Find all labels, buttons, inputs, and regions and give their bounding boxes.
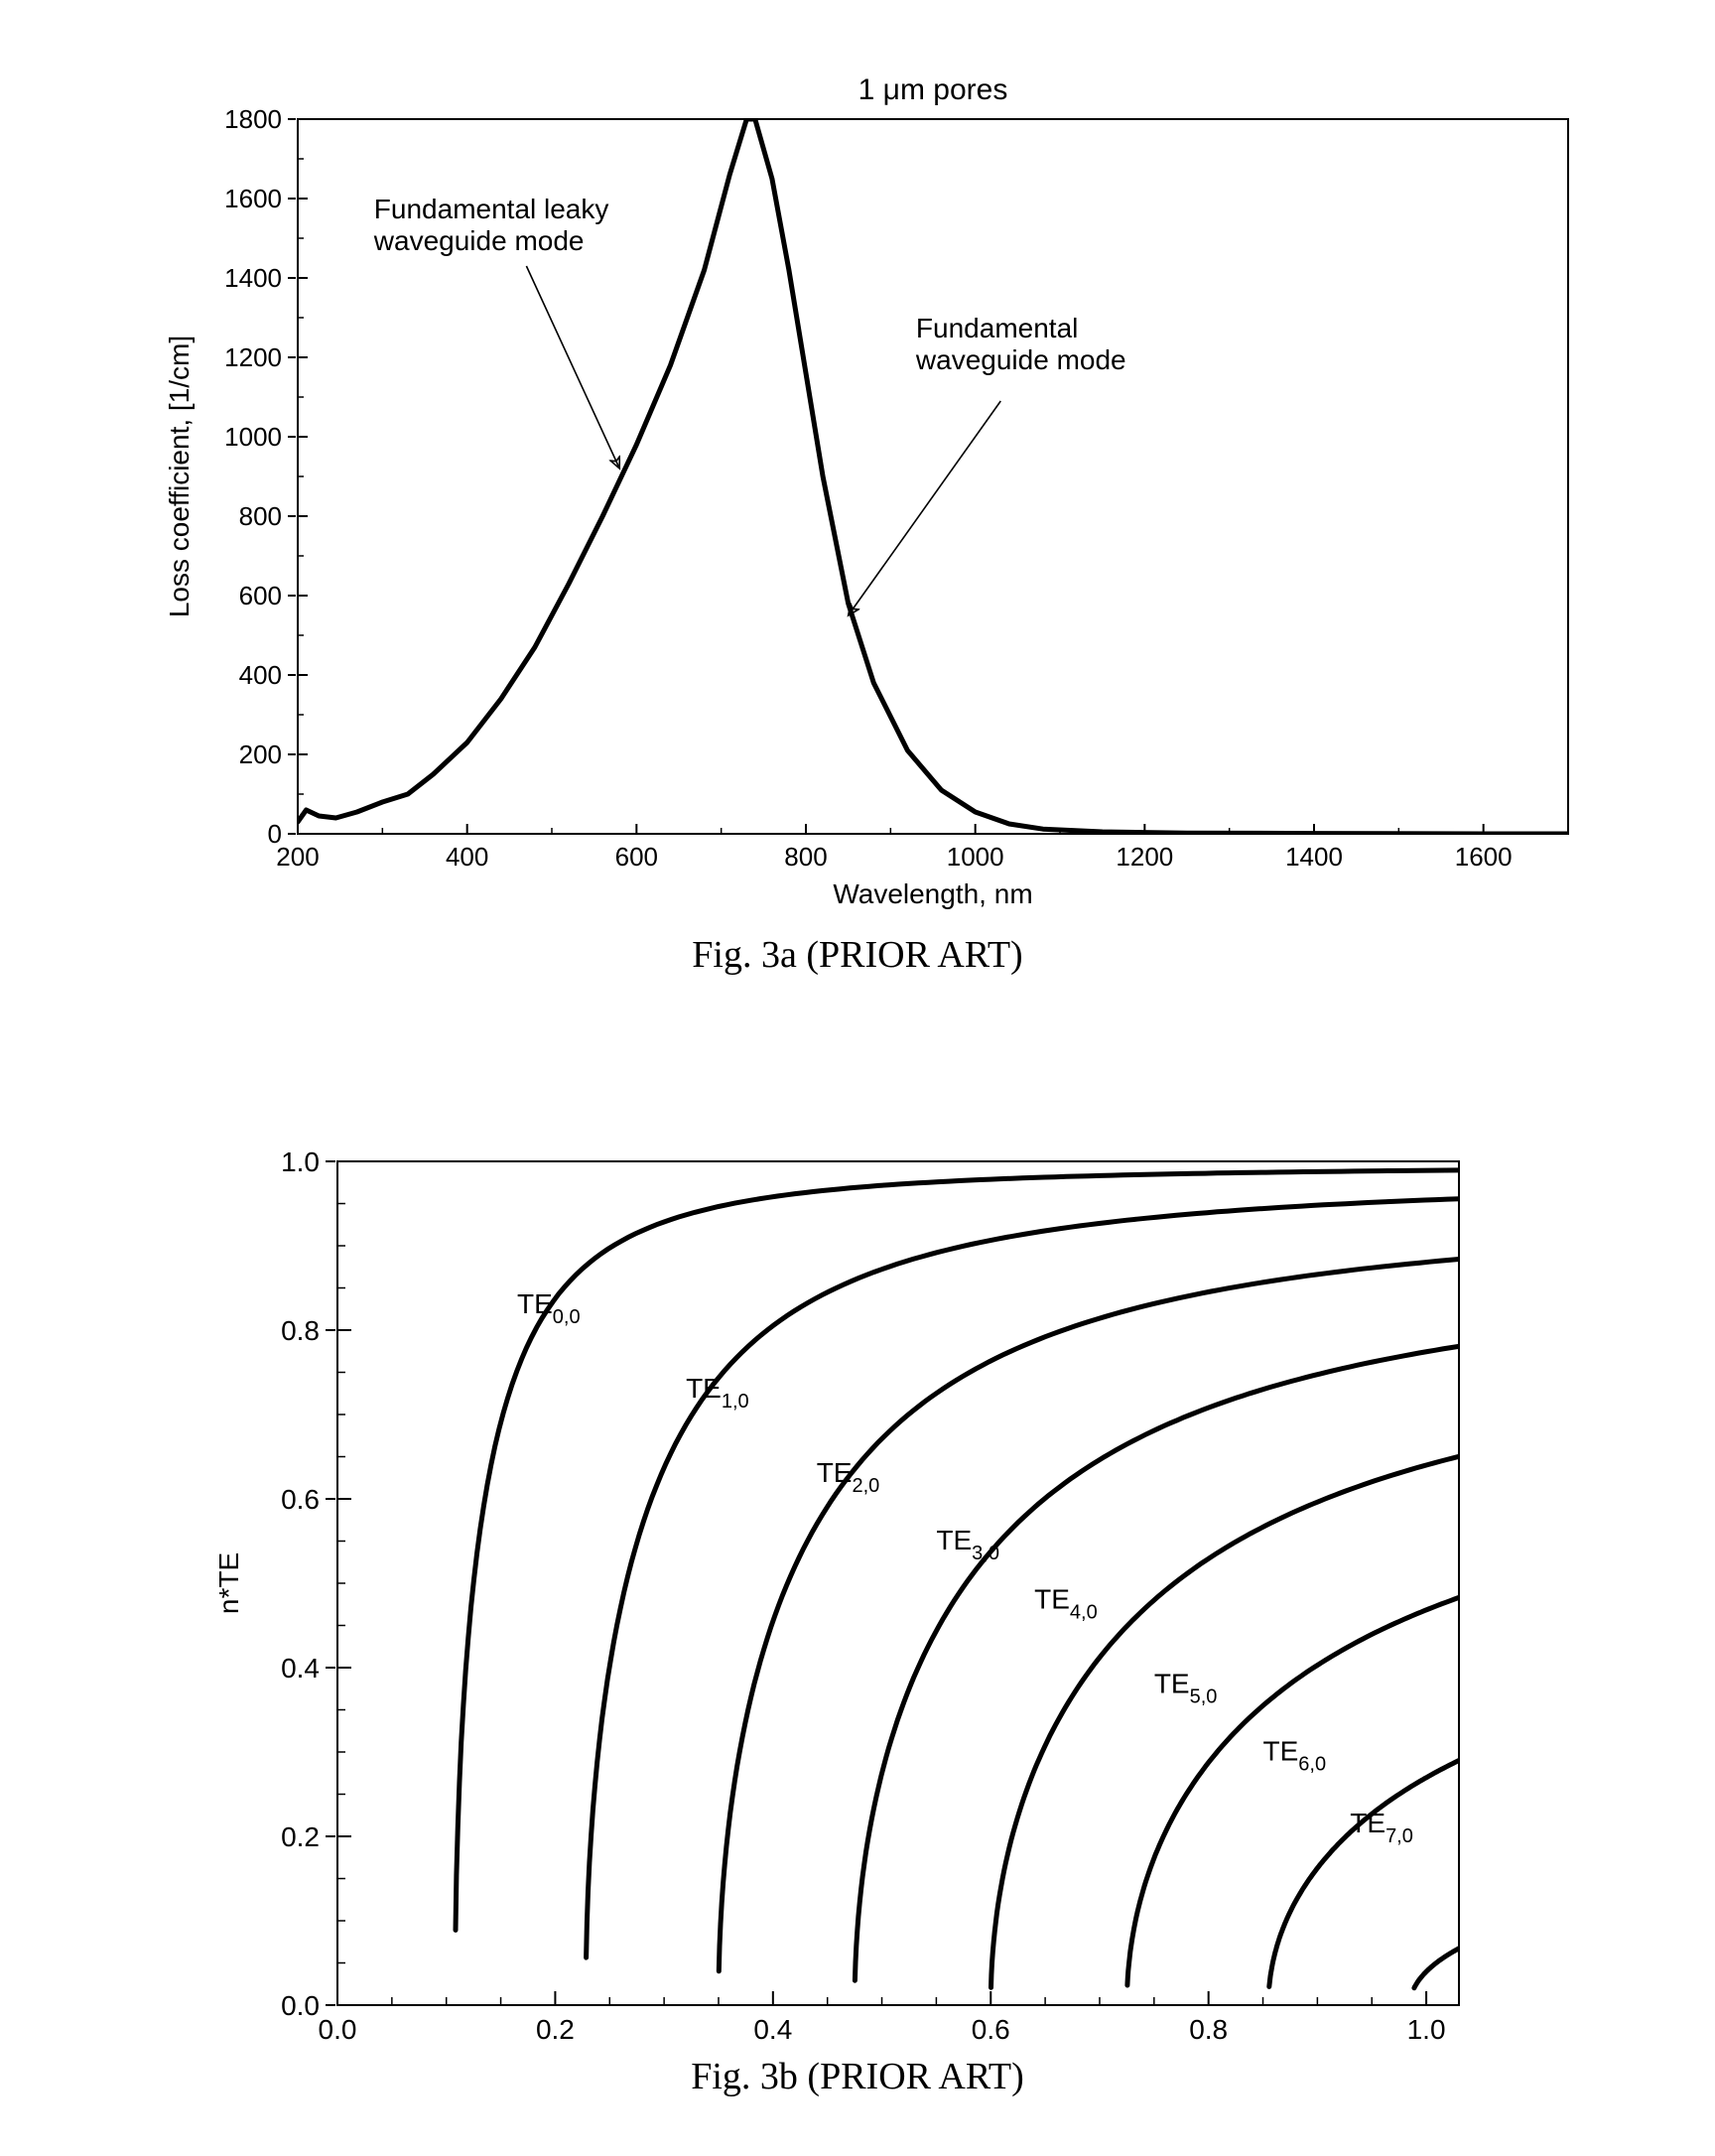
svg-text:600: 600 (615, 842, 658, 872)
svg-text:Loss coefficient, [1/cm]: Loss coefficient, [1/cm] (164, 336, 195, 617)
figure-3b-caption: Fig. 3b (PRIOR ART) (0, 2055, 1715, 2098)
svg-text:0.2: 0.2 (281, 1821, 320, 1852)
svg-text:0.6: 0.6 (281, 1484, 320, 1515)
svg-text:n*TE: n*TE (213, 1552, 244, 1614)
svg-text:Wavelength, nm: Wavelength, nm (833, 878, 1032, 909)
svg-text:600: 600 (239, 581, 282, 610)
svg-text:1.0: 1.0 (281, 1146, 320, 1177)
svg-text:800: 800 (784, 842, 827, 872)
svg-text:1400: 1400 (224, 263, 282, 293)
svg-text:0.4: 0.4 (753, 2014, 792, 2045)
svg-text:1200: 1200 (224, 342, 282, 372)
svg-text:0.0: 0.0 (319, 2014, 357, 2045)
figure-3b-svg: 0.00.20.40.60.81.00.00.20.40.60.81.0Pore… (0, 1122, 1715, 2055)
svg-text:1800: 1800 (224, 104, 282, 134)
svg-text:0.4: 0.4 (281, 1653, 320, 1684)
svg-text:1000: 1000 (947, 842, 1004, 872)
svg-text:400: 400 (446, 842, 488, 872)
svg-text:800: 800 (239, 501, 282, 531)
svg-text:1600: 1600 (1455, 842, 1513, 872)
svg-text:1400: 1400 (1285, 842, 1343, 872)
svg-text:1 μm pores: 1 μm pores (858, 73, 1008, 106)
figure-3a-svg: 1 μm pores200400600800100012001400160002… (0, 40, 1715, 933)
svg-text:1000: 1000 (224, 422, 282, 452)
figure-3b: 0.00.20.40.60.81.00.00.20.40.60.81.0Pore… (0, 1122, 1715, 2114)
svg-text:waveguide mode: waveguide mode (915, 344, 1126, 375)
svg-text:1600: 1600 (224, 184, 282, 213)
svg-text:0.0: 0.0 (281, 1990, 320, 2021)
figure-3a-caption: Fig. 3a (PRIOR ART) (0, 933, 1715, 977)
svg-text:waveguide mode: waveguide mode (373, 225, 585, 256)
svg-text:1.0: 1.0 (1407, 2014, 1446, 2045)
svg-text:0: 0 (268, 819, 282, 849)
svg-text:1200: 1200 (1116, 842, 1173, 872)
svg-text:0.2: 0.2 (536, 2014, 575, 2045)
svg-text:Fundamental leaky: Fundamental leaky (374, 194, 609, 224)
svg-text:200: 200 (239, 740, 282, 769)
svg-text:Fundamental: Fundamental (916, 313, 1078, 343)
svg-text:200: 200 (276, 842, 319, 872)
svg-text:0.8: 0.8 (1189, 2014, 1228, 2045)
page: 1 μm pores200400600800100012001400160002… (0, 0, 1715, 2156)
svg-text:400: 400 (239, 660, 282, 690)
svg-text:0.8: 0.8 (281, 1315, 320, 1346)
svg-text:0.6: 0.6 (972, 2014, 1010, 2045)
figure-3a: 1 μm pores200400600800100012001400160002… (0, 40, 1715, 993)
